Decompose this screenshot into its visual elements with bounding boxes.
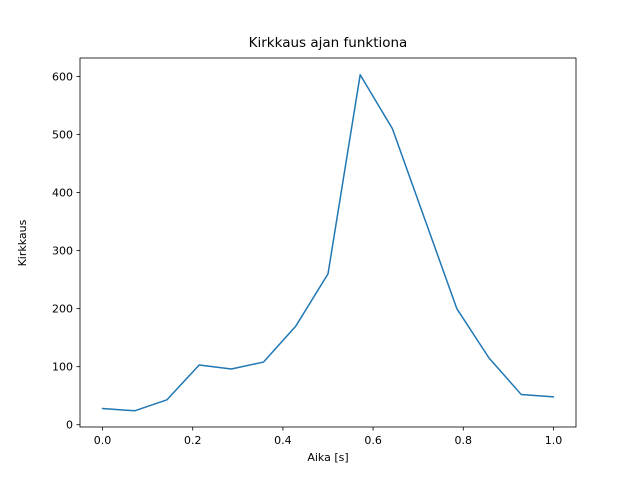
data-line-series xyxy=(101,74,555,412)
y-axis-label: Kirkkaus xyxy=(16,219,29,266)
x-axis-label: Aika [s] xyxy=(307,451,348,464)
axes-frame xyxy=(79,57,577,428)
x-tick-label: 0.4 xyxy=(274,434,292,447)
y-tick-label: 200 xyxy=(52,302,73,315)
x-tick-label: 0.0 xyxy=(94,434,112,447)
x-tick-label: 0.2 xyxy=(184,434,202,447)
y-tick-label: 400 xyxy=(52,186,73,199)
y-tick-label: 600 xyxy=(52,70,73,83)
x-tick-label: 0.6 xyxy=(364,434,382,447)
x-tick-label: 1.0 xyxy=(545,434,563,447)
chart-title: Kirkkaus ajan funktiona xyxy=(249,35,408,51)
y-tick-label: 500 xyxy=(52,128,73,141)
x-tick-label: 0.8 xyxy=(455,434,473,447)
y-tick-label: 100 xyxy=(52,360,73,373)
y-tick-label: 300 xyxy=(52,244,73,257)
plot-contents: 0.0 0.2 0.4 0.6 0.8 1.0 0 100 200 300 400 500 600 xyxy=(52,70,562,447)
y-tick-label: 0 xyxy=(66,419,73,432)
